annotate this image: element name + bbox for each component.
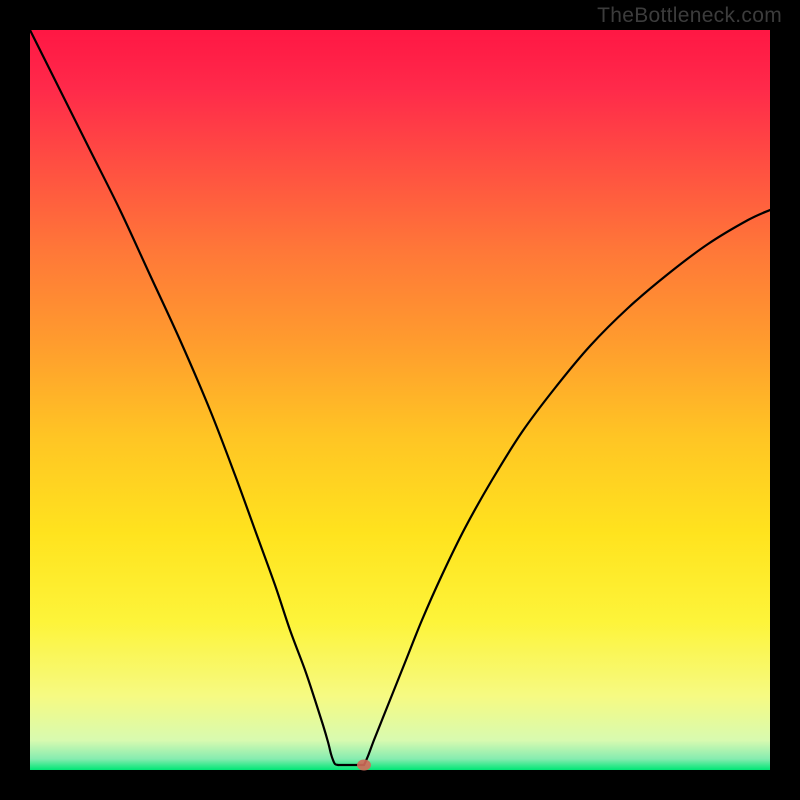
minimum-marker — [357, 760, 371, 771]
watermark-text: TheBottleneck.com — [597, 4, 782, 28]
chart-container: TheBottleneck.com — [0, 0, 800, 800]
plot-area — [30, 30, 770, 770]
gradient-background — [30, 30, 770, 770]
chart-svg — [30, 30, 770, 770]
